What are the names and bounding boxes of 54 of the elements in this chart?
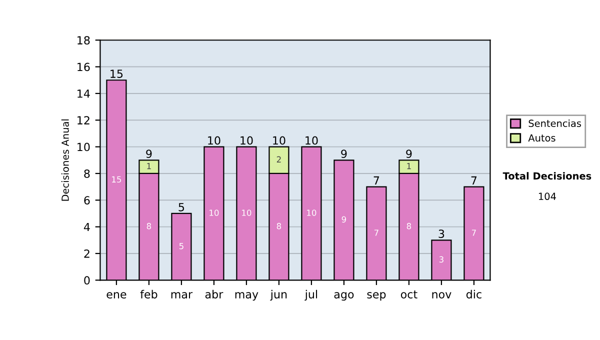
x-tick-label: oct [400, 290, 418, 298]
y-tick-label: 16 [78, 62, 90, 72]
x-tick-label: jul [304, 290, 318, 301]
x-tick-label: sep [367, 292, 386, 301]
data-label: 7 [374, 230, 378, 236]
data-label: 1 [407, 163, 411, 170]
x-tick-label: dic [466, 290, 482, 298]
data-label: 9 [342, 216, 346, 223]
total-label: 10 [240, 136, 253, 145]
y-tick-label: 6 [84, 196, 90, 205]
data-label: 8 [276, 222, 282, 230]
total-label: 9 [406, 150, 412, 158]
data-label: 10 [242, 210, 252, 216]
text: 104 [538, 192, 556, 200]
total-label: 9 [146, 150, 152, 158]
y-tick-label: 8 [84, 169, 90, 178]
data-label: 15 [112, 176, 122, 183]
y-tick-label: 0 [84, 276, 90, 285]
data-label: 2 [276, 156, 281, 162]
data-label: 7 [472, 230, 476, 236]
total-label: 10 [273, 136, 286, 145]
total-label: 10 [208, 136, 220, 145]
y-tick-label: 10 [78, 142, 90, 152]
legend-label: Sentencias [528, 119, 582, 128]
total-label: 7 [471, 176, 477, 184]
x-tick-label: abr [205, 290, 224, 298]
data-label: 5 [179, 243, 184, 250]
total-label: 7 [374, 176, 380, 184]
y-tick-label: 18 [78, 36, 90, 44]
x-tick-label: ene [106, 292, 126, 298]
legend-label: Autos [528, 134, 556, 142]
data-label: 1 [147, 163, 151, 170]
y-tick-label: 14 [78, 90, 90, 98]
data-label: 8 [146, 222, 152, 230]
total-label: 3 [438, 230, 444, 238]
x-tick-label: nov [432, 292, 452, 298]
x-tick-label: feb [140, 290, 158, 298]
data-label: 10 [307, 210, 316, 216]
x-tick-label: jun [270, 290, 287, 301]
total-label: 5 [178, 203, 184, 212]
data-label: 10 [210, 210, 219, 216]
total-label: 9 [341, 150, 347, 158]
total-label: 10 [306, 136, 318, 145]
x-tick-label: mar [171, 292, 193, 298]
y-tick-label: 4 [84, 222, 90, 232]
x-tick-label: may [235, 292, 258, 301]
y-tick-label: 12 [78, 116, 90, 124]
text: Total Decisiones [502, 172, 592, 180]
x-tick-label: ago [334, 292, 354, 301]
data-label: 8 [406, 222, 412, 230]
data-label: 3 [439, 256, 444, 263]
y-tick-label: 2 [84, 249, 90, 258]
total-label: 15 [110, 70, 123, 78]
y-axis-title: Decisiones Anual [61, 119, 69, 201]
